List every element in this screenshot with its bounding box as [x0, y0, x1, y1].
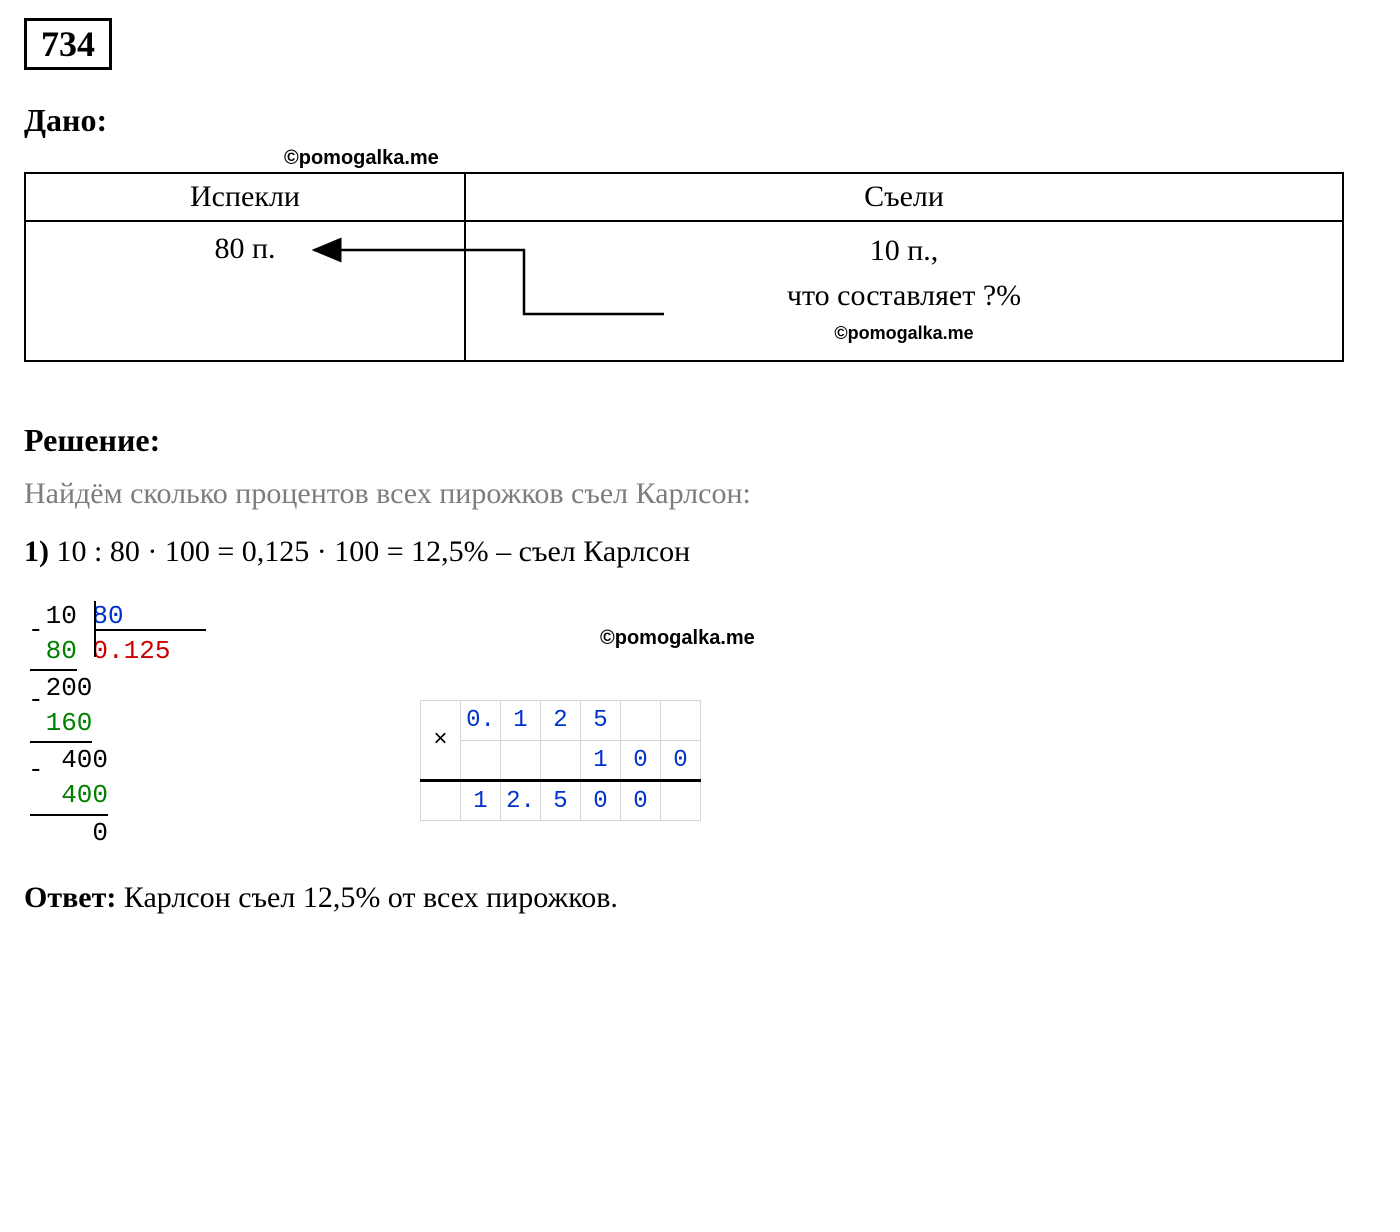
mult-cell [621, 701, 661, 741]
quotient: 0.125 [92, 636, 170, 666]
watermark-inside-table: ©pomogalka.me [476, 320, 1332, 347]
mult-op: × [421, 701, 461, 781]
problem-number: 734 [24, 18, 112, 70]
minus-icon: - [28, 613, 44, 648]
answer-text: Карлсон съел 12,5% от всех пирожков. [116, 881, 618, 914]
right-calc-column: ©pomogalka.me × 0. 1 2 5 1 0 [420, 599, 755, 821]
watermark-mid: ©pomogalka.me [600, 627, 755, 650]
solution-label: Решение: [24, 422, 1376, 459]
mult-cell [501, 741, 541, 781]
long-division: - 10 80 80 0.125 - 200 160 - 400 400 0 [30, 599, 240, 851]
mult-cell [661, 701, 701, 741]
mult-cell: 0 [621, 741, 661, 781]
mult-cell: 0 [661, 741, 701, 781]
mult-cell: 0. [461, 701, 501, 741]
cell-baked: 80 п. [25, 221, 465, 361]
multiplication-table: × 0. 1 2 5 1 0 0 1 [420, 700, 701, 821]
mult-cell: 1 [461, 781, 501, 821]
mult-row-result: 1 2. 5 0 0 [421, 781, 701, 821]
cell-eaten: 10 п., что составляет ?% ©pomogalka.me [465, 221, 1343, 361]
mult-cell: 2. [501, 781, 541, 821]
solution-note: Найдём сколько процентов всех пирожков с… [24, 477, 1376, 511]
minus-icon: - [28, 683, 44, 718]
mult-cell [541, 741, 581, 781]
mult-cell [461, 741, 501, 781]
header-eaten: Съели [465, 173, 1343, 221]
answer-label: Ответ: [24, 881, 116, 914]
mult-cell [661, 781, 701, 821]
divisor: 80 [92, 601, 123, 631]
mult-cell: 1 [581, 741, 621, 781]
mult-cell [421, 781, 461, 821]
division-horizontal-bar [96, 629, 206, 631]
mult-cell: 0 [581, 781, 621, 821]
step-1-expr: 10 : 80 · 100 = 0,125 · 100 = 12,5% – съ… [49, 535, 690, 568]
given-label: Дано: [24, 102, 1376, 139]
mult-cell: 5 [541, 781, 581, 821]
remainder: 0 [30, 818, 108, 848]
answer: Ответ: Карлсон съел 12,5% от всех пирожк… [24, 881, 1376, 915]
baked-value: 80 п. [36, 228, 454, 266]
mult-row-1: × 0. 1 2 5 [421, 701, 701, 741]
calculations-row: - 10 80 80 0.125 - 200 160 - 400 400 0 ©… [30, 599, 1376, 851]
mult-cell: 1 [501, 701, 541, 741]
multiplication-block: × 0. 1 2 5 1 0 0 1 [420, 700, 755, 821]
minus-icon: - [28, 753, 44, 788]
watermark-top: ©pomogalka.me [284, 147, 1376, 170]
mult-cell: 0 [621, 781, 661, 821]
given-table-wrap: Испекли Съели 80 п. 10 п., что составляе… [24, 172, 1376, 362]
step-1: 1) 10 : 80 · 100 = 0,125 · 100 = 12,5% –… [24, 535, 1376, 569]
eaten-line1: 10 п., [870, 234, 939, 267]
step-1-num: 1) [24, 535, 49, 568]
mult-row-2: 1 0 0 [421, 741, 701, 781]
given-table: Испекли Съели 80 п. 10 п., что составляе… [24, 172, 1344, 362]
header-baked: Испекли [25, 173, 465, 221]
eaten-line2: что составляет ?% [787, 279, 1021, 312]
mult-cell: 2 [541, 701, 581, 741]
mult-cell: 5 [581, 701, 621, 741]
